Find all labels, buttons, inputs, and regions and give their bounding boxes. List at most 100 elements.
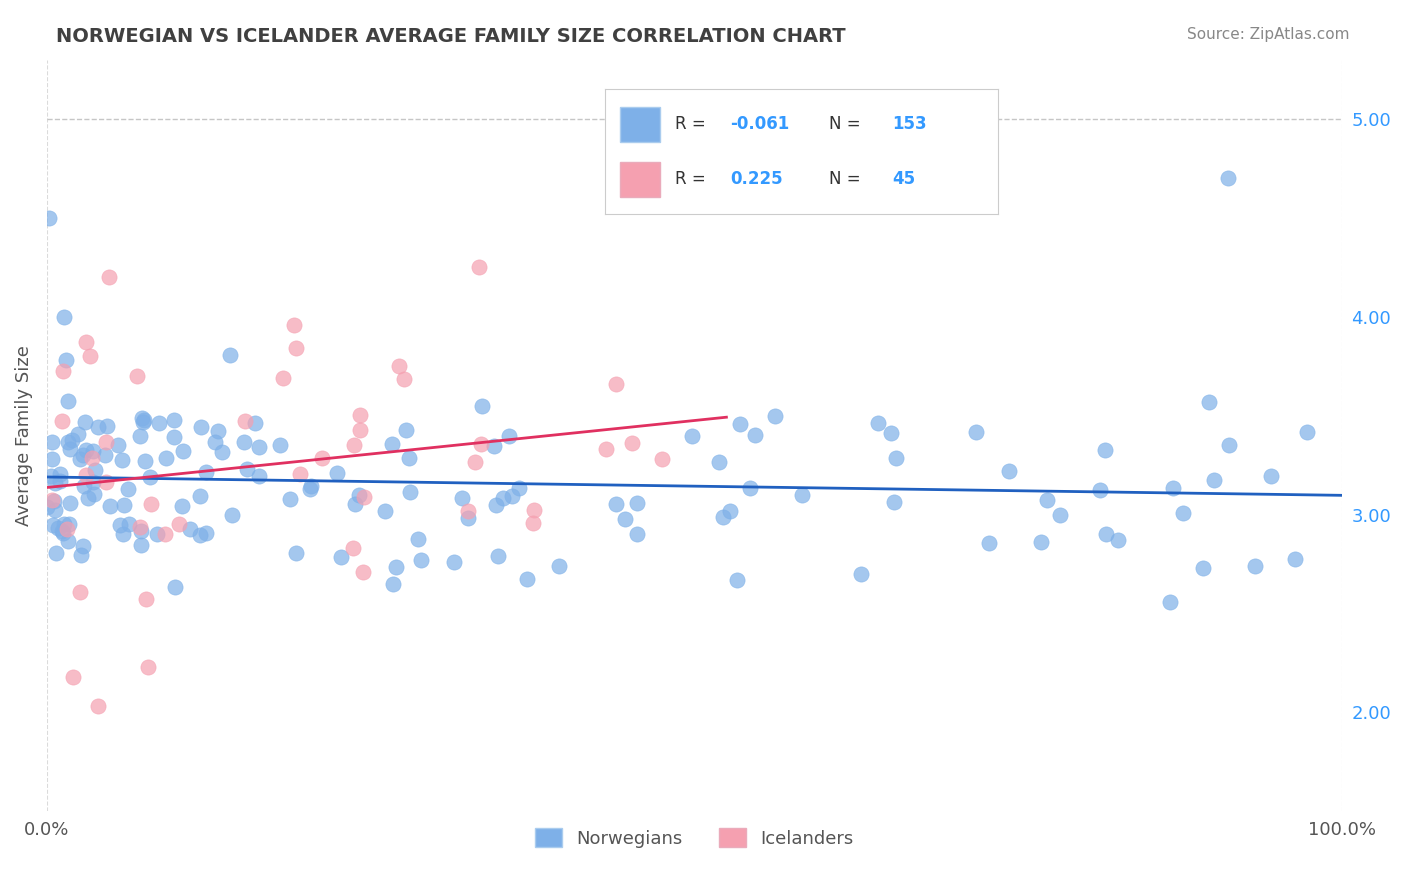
Point bbox=[651, 452, 673, 467]
Point bbox=[84, 462, 107, 476]
Point bbox=[388, 359, 411, 373]
Point bbox=[868, 416, 890, 430]
Point bbox=[330, 549, 353, 564]
Point bbox=[56, 534, 79, 549]
Point bbox=[221, 508, 243, 522]
Point bbox=[111, 527, 134, 541]
Point bbox=[1284, 552, 1306, 566]
Point bbox=[118, 517, 141, 532]
Text: R =: R = bbox=[675, 170, 711, 188]
Point bbox=[69, 452, 91, 467]
Point bbox=[195, 465, 218, 479]
Point bbox=[111, 452, 134, 467]
Point bbox=[94, 448, 117, 462]
Point bbox=[392, 372, 415, 386]
Point bbox=[385, 559, 408, 574]
Point bbox=[299, 479, 322, 493]
Point bbox=[188, 528, 211, 542]
Point bbox=[1198, 395, 1220, 409]
Point bbox=[66, 426, 89, 441]
Text: 153: 153 bbox=[891, 115, 927, 133]
Point bbox=[75, 335, 97, 350]
Point bbox=[75, 468, 97, 483]
Point bbox=[82, 475, 104, 489]
Point bbox=[117, 482, 139, 496]
Point bbox=[349, 408, 371, 422]
Point bbox=[879, 426, 901, 441]
Point bbox=[131, 411, 153, 425]
Point bbox=[1295, 425, 1317, 439]
Point bbox=[343, 498, 366, 512]
Point bbox=[626, 527, 648, 541]
Point bbox=[132, 413, 155, 427]
Point bbox=[125, 369, 148, 384]
Point bbox=[45, 546, 67, 560]
Point bbox=[155, 450, 177, 465]
Point bbox=[718, 504, 741, 518]
Point bbox=[1029, 534, 1052, 549]
Legend: Norwegians, Icelanders: Norwegians, Icelanders bbox=[527, 821, 860, 855]
Point bbox=[233, 435, 256, 450]
Point bbox=[1244, 558, 1267, 573]
Point bbox=[96, 419, 118, 434]
Point bbox=[135, 591, 157, 606]
Point bbox=[614, 512, 637, 526]
Point bbox=[468, 260, 491, 275]
Point bbox=[547, 559, 569, 574]
Point bbox=[52, 525, 75, 540]
Text: 0.225: 0.225 bbox=[731, 170, 783, 188]
Point bbox=[87, 419, 110, 434]
Point bbox=[492, 491, 515, 505]
Point bbox=[851, 566, 873, 581]
Point bbox=[42, 517, 65, 532]
Point bbox=[146, 527, 169, 541]
Text: N =: N = bbox=[830, 115, 866, 133]
Point bbox=[163, 413, 186, 427]
Point bbox=[508, 481, 530, 495]
Point bbox=[522, 516, 544, 530]
Point bbox=[55, 352, 77, 367]
Point bbox=[763, 409, 786, 423]
Text: NORWEGIAN VS ICELANDER AVERAGE FAMILY SIZE CORRELATION CHART: NORWEGIAN VS ICELANDER AVERAGE FAMILY SI… bbox=[56, 27, 846, 45]
Point bbox=[75, 442, 97, 457]
Point bbox=[395, 424, 418, 438]
Point bbox=[128, 520, 150, 534]
Point bbox=[76, 491, 98, 505]
Point bbox=[98, 270, 121, 285]
Point bbox=[1218, 437, 1240, 451]
Point bbox=[172, 444, 194, 458]
Point bbox=[1202, 473, 1225, 487]
Point bbox=[70, 549, 93, 563]
Point bbox=[681, 429, 703, 443]
Point bbox=[136, 660, 159, 674]
FancyBboxPatch shape bbox=[620, 107, 659, 142]
Point bbox=[107, 438, 129, 452]
Point bbox=[73, 478, 96, 492]
Point bbox=[129, 524, 152, 538]
Point bbox=[406, 532, 429, 546]
Point bbox=[163, 430, 186, 444]
Point bbox=[1173, 506, 1195, 520]
Point bbox=[41, 434, 63, 449]
Point bbox=[132, 415, 155, 429]
Point bbox=[1159, 595, 1181, 609]
Point bbox=[278, 491, 301, 506]
Point bbox=[1094, 442, 1116, 457]
Point bbox=[139, 469, 162, 483]
Point bbox=[51, 414, 73, 428]
Point bbox=[516, 572, 538, 586]
Point bbox=[621, 436, 644, 450]
Point bbox=[172, 499, 194, 513]
Point bbox=[1216, 171, 1239, 186]
Text: R =: R = bbox=[675, 115, 711, 133]
Point bbox=[44, 475, 66, 490]
Point bbox=[349, 424, 371, 438]
Point bbox=[707, 455, 730, 469]
Point bbox=[728, 417, 751, 431]
Point bbox=[464, 455, 486, 469]
Point bbox=[884, 451, 907, 466]
Point bbox=[711, 510, 734, 524]
Point bbox=[62, 670, 84, 684]
Text: N =: N = bbox=[830, 170, 866, 188]
Point bbox=[218, 348, 240, 362]
